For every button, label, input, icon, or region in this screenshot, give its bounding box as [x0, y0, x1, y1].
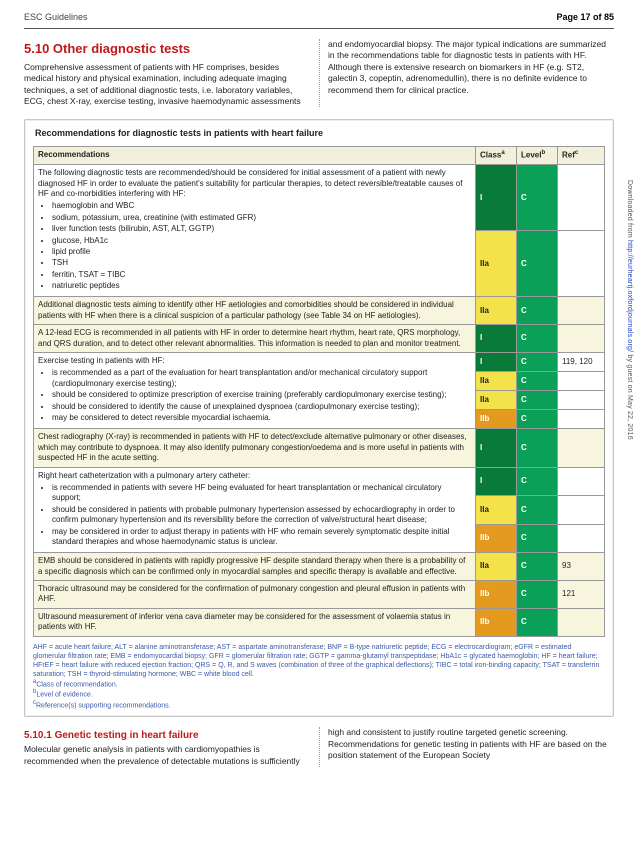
level-cell: C: [517, 496, 558, 525]
level-cell: C: [517, 165, 558, 231]
ref-cell: [558, 372, 605, 391]
level-cell: C: [517, 372, 558, 391]
table-row: The following diagnostic tests are recom…: [34, 165, 605, 231]
header-page-number: Page 17 of 85: [556, 12, 614, 24]
table-row: Additional diagnostic tests aiming to id…: [34, 297, 605, 325]
ref-cell: [558, 231, 605, 297]
list-item: natriuretic peptides: [52, 281, 471, 291]
class-cell: IIa: [476, 496, 517, 525]
level-cell: C: [517, 524, 558, 553]
level-cell: C: [517, 608, 558, 636]
level-cell: C: [517, 581, 558, 609]
list-item: may be considered in order to adjust the…: [52, 527, 471, 548]
list-item: should be considered to identify the cau…: [52, 402, 471, 412]
th-class: Classa: [476, 147, 517, 165]
table-row: Thoracic ultrasound may be considered fo…: [34, 581, 605, 609]
recommendations-box: Recommendations for diagnostic tests in …: [24, 119, 614, 717]
table-row: Exercise testing in patients with HF:is …: [34, 353, 605, 372]
intro-columns: 5.10 Other diagnostic tests Comprehensiv…: [24, 39, 614, 108]
level-cell: C: [517, 231, 558, 297]
footnote-b: bLevel of evidence.: [33, 689, 605, 699]
recommendations-table: Recommendations Classa Levelb Refc The f…: [33, 146, 605, 637]
footnote-c: cReference(s) supporting recommendations…: [33, 700, 605, 710]
ref-cell: [558, 496, 605, 525]
level-cell: C: [517, 325, 558, 353]
list-item: is recommended as a part of the evaluati…: [52, 368, 471, 389]
ref-cell: [558, 391, 605, 410]
bottom-columns: 5.10.1 Genetic testing in heart failure …: [24, 727, 614, 767]
rec-cell: Additional diagnostic tests aiming to id…: [34, 297, 476, 325]
ref-cell: 119, 120: [558, 353, 605, 372]
class-cell: I: [476, 353, 517, 372]
list-item: glucose, HbA1c: [52, 236, 471, 246]
box-title: Recommendations for diagnostic tests in …: [35, 128, 605, 140]
level-cell: C: [517, 410, 558, 429]
level-cell: C: [517, 467, 558, 496]
footnotes: AHF = acute heart failure; ALT = alanine…: [33, 643, 605, 711]
ref-cell: [558, 165, 605, 231]
download-note: Downloaded from http://eurheartj.oxfordj…: [625, 180, 634, 440]
rec-cell: Right heart catheterization with a pulmo…: [34, 467, 476, 553]
ref-cell: [558, 325, 605, 353]
list-item: lipid profile: [52, 247, 471, 257]
rec-cell: A 12-lead ECG is recommended in all pati…: [34, 325, 476, 353]
list-item: liver function tests (bilirubin, AST, AL…: [52, 224, 471, 234]
level-cell: C: [517, 353, 558, 372]
list-item: TSH: [52, 258, 471, 268]
subsection-heading: 5.10.1 Genetic testing in heart failure: [24, 729, 310, 742]
ref-cell: 121: [558, 581, 605, 609]
header-left: ESC Guidelines: [24, 12, 88, 24]
th-ref: Refc: [558, 147, 605, 165]
class-cell: IIa: [476, 372, 517, 391]
rec-cell: EMB should be considered in patients wit…: [34, 553, 476, 581]
table-row: EMB should be considered in patients wit…: [34, 553, 605, 581]
rec-cell: Ultrasound measurement of inferior vena …: [34, 608, 476, 636]
class-cell: IIa: [476, 231, 517, 297]
level-cell: C: [517, 429, 558, 467]
ref-cell: [558, 467, 605, 496]
class-cell: IIa: [476, 391, 517, 410]
table-row: Right heart catheterization with a pulmo…: [34, 467, 605, 496]
list-item: should be considered in patients with pr…: [52, 505, 471, 526]
level-cell: C: [517, 391, 558, 410]
list-item: should be considered to optimize prescri…: [52, 390, 471, 400]
list-item: haemoglobin and WBC: [52, 201, 471, 211]
page-header: ESC Guidelines Page 17 of 85: [24, 12, 614, 29]
class-cell: IIb: [476, 524, 517, 553]
rec-cell: The following diagnostic tests are recom…: [34, 165, 476, 297]
section-heading: 5.10 Other diagnostic tests: [24, 41, 310, 58]
list-item: is recommended in patients with severe H…: [52, 483, 471, 504]
class-cell: I: [476, 429, 517, 467]
table-row: Chest radiography (X-ray) is recommended…: [34, 429, 605, 467]
list-item: sodium, potassium, urea, creatinine (wit…: [52, 213, 471, 223]
th-level: Levelb: [517, 147, 558, 165]
level-cell: C: [517, 297, 558, 325]
class-cell: IIb: [476, 581, 517, 609]
rec-cell: Thoracic ultrasound may be considered fo…: [34, 581, 476, 609]
class-cell: IIb: [476, 410, 517, 429]
abbrev-line: AHF = acute heart failure; ALT = alanine…: [33, 643, 605, 679]
ref-cell: 93: [558, 553, 605, 581]
ref-cell: [558, 429, 605, 467]
ref-cell: [558, 297, 605, 325]
table-row: A 12-lead ECG is recommended in all pati…: [34, 325, 605, 353]
class-cell: IIa: [476, 553, 517, 581]
footnote-a: aClass of recommendation.: [33, 679, 605, 689]
rec-cell: Exercise testing in patients with HF:is …: [34, 353, 476, 429]
list-item: may be considered to detect reversible m…: [52, 413, 471, 423]
table-row: Ultrasound measurement of inferior vena …: [34, 608, 605, 636]
th-recommendations: Recommendations: [34, 147, 476, 165]
ref-cell: [558, 608, 605, 636]
class-cell: I: [476, 165, 517, 231]
rec-cell: Chest radiography (X-ray) is recommended…: [34, 429, 476, 467]
ref-cell: [558, 524, 605, 553]
class-cell: IIb: [476, 608, 517, 636]
source-link[interactable]: http://eurheartj.oxfordjournals.org/: [626, 240, 633, 352]
class-cell: I: [476, 467, 517, 496]
class-cell: IIa: [476, 297, 517, 325]
list-item: ferritin, TSAT = TIBC: [52, 270, 471, 280]
ref-cell: [558, 410, 605, 429]
level-cell: C: [517, 553, 558, 581]
class-cell: I: [476, 325, 517, 353]
